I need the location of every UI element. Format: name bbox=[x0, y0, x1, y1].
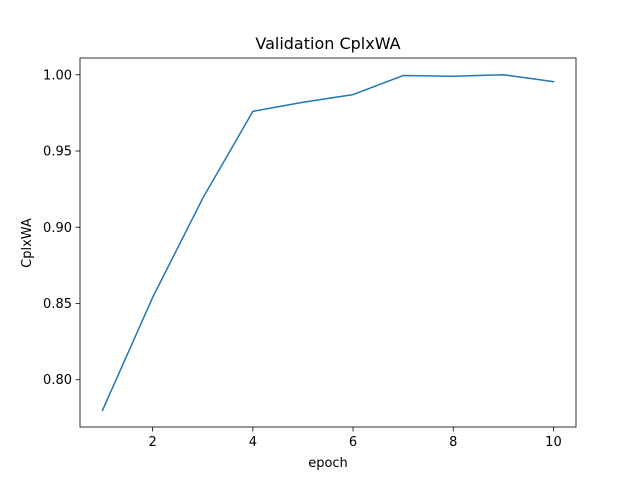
y-tick-label: 0.85 bbox=[43, 297, 72, 312]
x-tick-label: 6 bbox=[349, 435, 357, 450]
x-tick-label: 10 bbox=[545, 435, 562, 450]
series-line bbox=[101, 74, 555, 412]
plot-frame bbox=[79, 57, 577, 428]
y-tick-label: 0.95 bbox=[43, 145, 72, 160]
x-axis-label: epoch bbox=[308, 456, 348, 471]
x-tick-label: 4 bbox=[249, 435, 257, 450]
y-tick-label: 1.00 bbox=[43, 68, 72, 83]
y-tick-label: 0.90 bbox=[43, 221, 72, 236]
y-axis-label: CplxWA bbox=[20, 218, 35, 268]
y-tick-label: 0.80 bbox=[43, 373, 72, 388]
x-tick-label: 2 bbox=[149, 435, 157, 450]
x-tick-label: 8 bbox=[449, 435, 457, 450]
chart-title: Validation CplxWA bbox=[255, 34, 400, 53]
axes: 2 4 6 8 10 0.80 0.85 0.90 0.95 1.00 bbox=[43, 57, 577, 450]
series-layer bbox=[101, 74, 555, 412]
